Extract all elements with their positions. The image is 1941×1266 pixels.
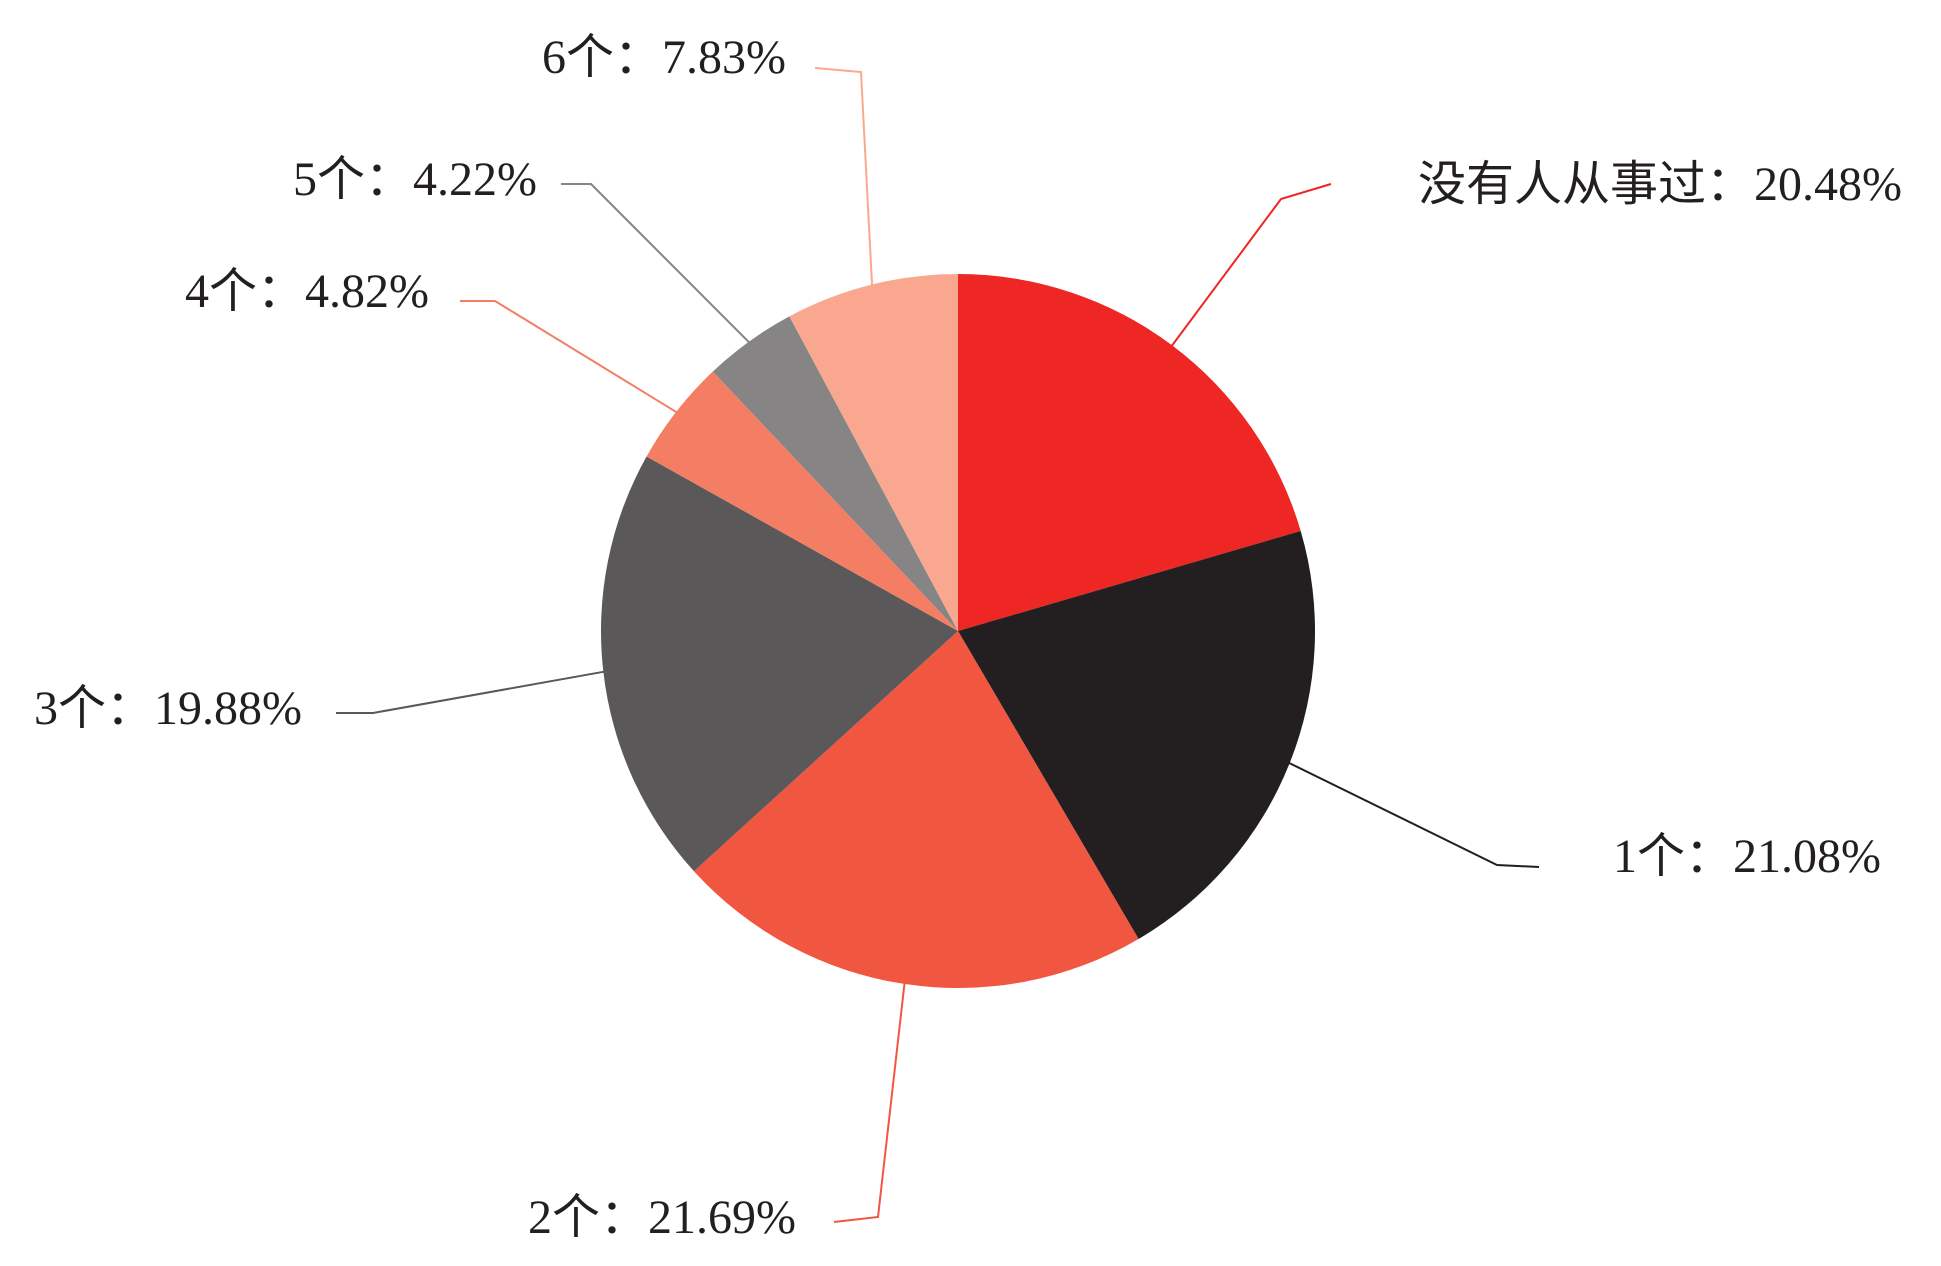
slice-label: 4个：4.82%	[185, 265, 429, 318]
leader-line	[833, 978, 907, 1223]
pie-slice	[789, 274, 958, 631]
label-separator: ：	[1685, 830, 1733, 883]
leader-line	[336, 669, 609, 714]
label-value: 20.48%	[1754, 158, 1902, 211]
slice-label: 6个：7.83%	[542, 31, 786, 84]
label-separator: ：	[1706, 158, 1754, 211]
pie-slice	[646, 371, 958, 631]
slice-label: 没有人从事过：20.48%	[1418, 158, 1902, 211]
label-separator: ：	[600, 1191, 648, 1244]
slice-label: 3个：19.88%	[34, 682, 302, 735]
pie-slice	[601, 456, 958, 872]
label-category: 5个	[293, 153, 365, 206]
label-separator: ：	[257, 265, 305, 318]
pie-slice	[958, 530, 1316, 939]
leader-line	[1168, 183, 1332, 350]
leader-line	[1284, 760, 1540, 868]
label-separator: ：	[614, 31, 662, 84]
label-separator: ：	[365, 153, 413, 206]
leader-line	[460, 300, 681, 416]
slice-label: 1个：21.08%	[1613, 830, 1881, 883]
label-category: 没有人从事过	[1418, 158, 1706, 211]
label-category: 2个	[528, 1191, 600, 1244]
label-separator: ：	[106, 682, 154, 735]
pie-slice	[693, 631, 1139, 988]
label-value: 4.22%	[413, 153, 537, 206]
leader-line	[561, 183, 753, 347]
label-category: 6个	[542, 31, 614, 84]
label-category: 1个	[1613, 830, 1685, 883]
pie-slice	[712, 316, 958, 631]
label-value: 21.08%	[1733, 830, 1881, 883]
label-value: 19.88%	[154, 682, 302, 735]
slice-label: 5个：4.22%	[293, 153, 537, 206]
label-value: 7.83%	[662, 31, 786, 84]
slice-label: 2个：21.69%	[528, 1191, 796, 1244]
label-category: 4个	[185, 265, 257, 318]
leader-line	[814, 67, 874, 290]
label-value: 21.69%	[648, 1191, 796, 1244]
label-value: 4.82%	[305, 265, 429, 318]
label-category: 3个	[34, 682, 106, 735]
pie-slice	[958, 274, 1301, 631]
